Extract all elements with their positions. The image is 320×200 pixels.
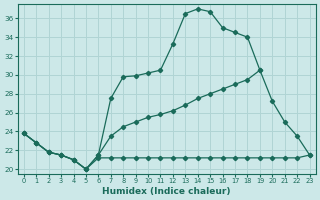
X-axis label: Humidex (Indice chaleur): Humidex (Indice chaleur) bbox=[102, 187, 231, 196]
